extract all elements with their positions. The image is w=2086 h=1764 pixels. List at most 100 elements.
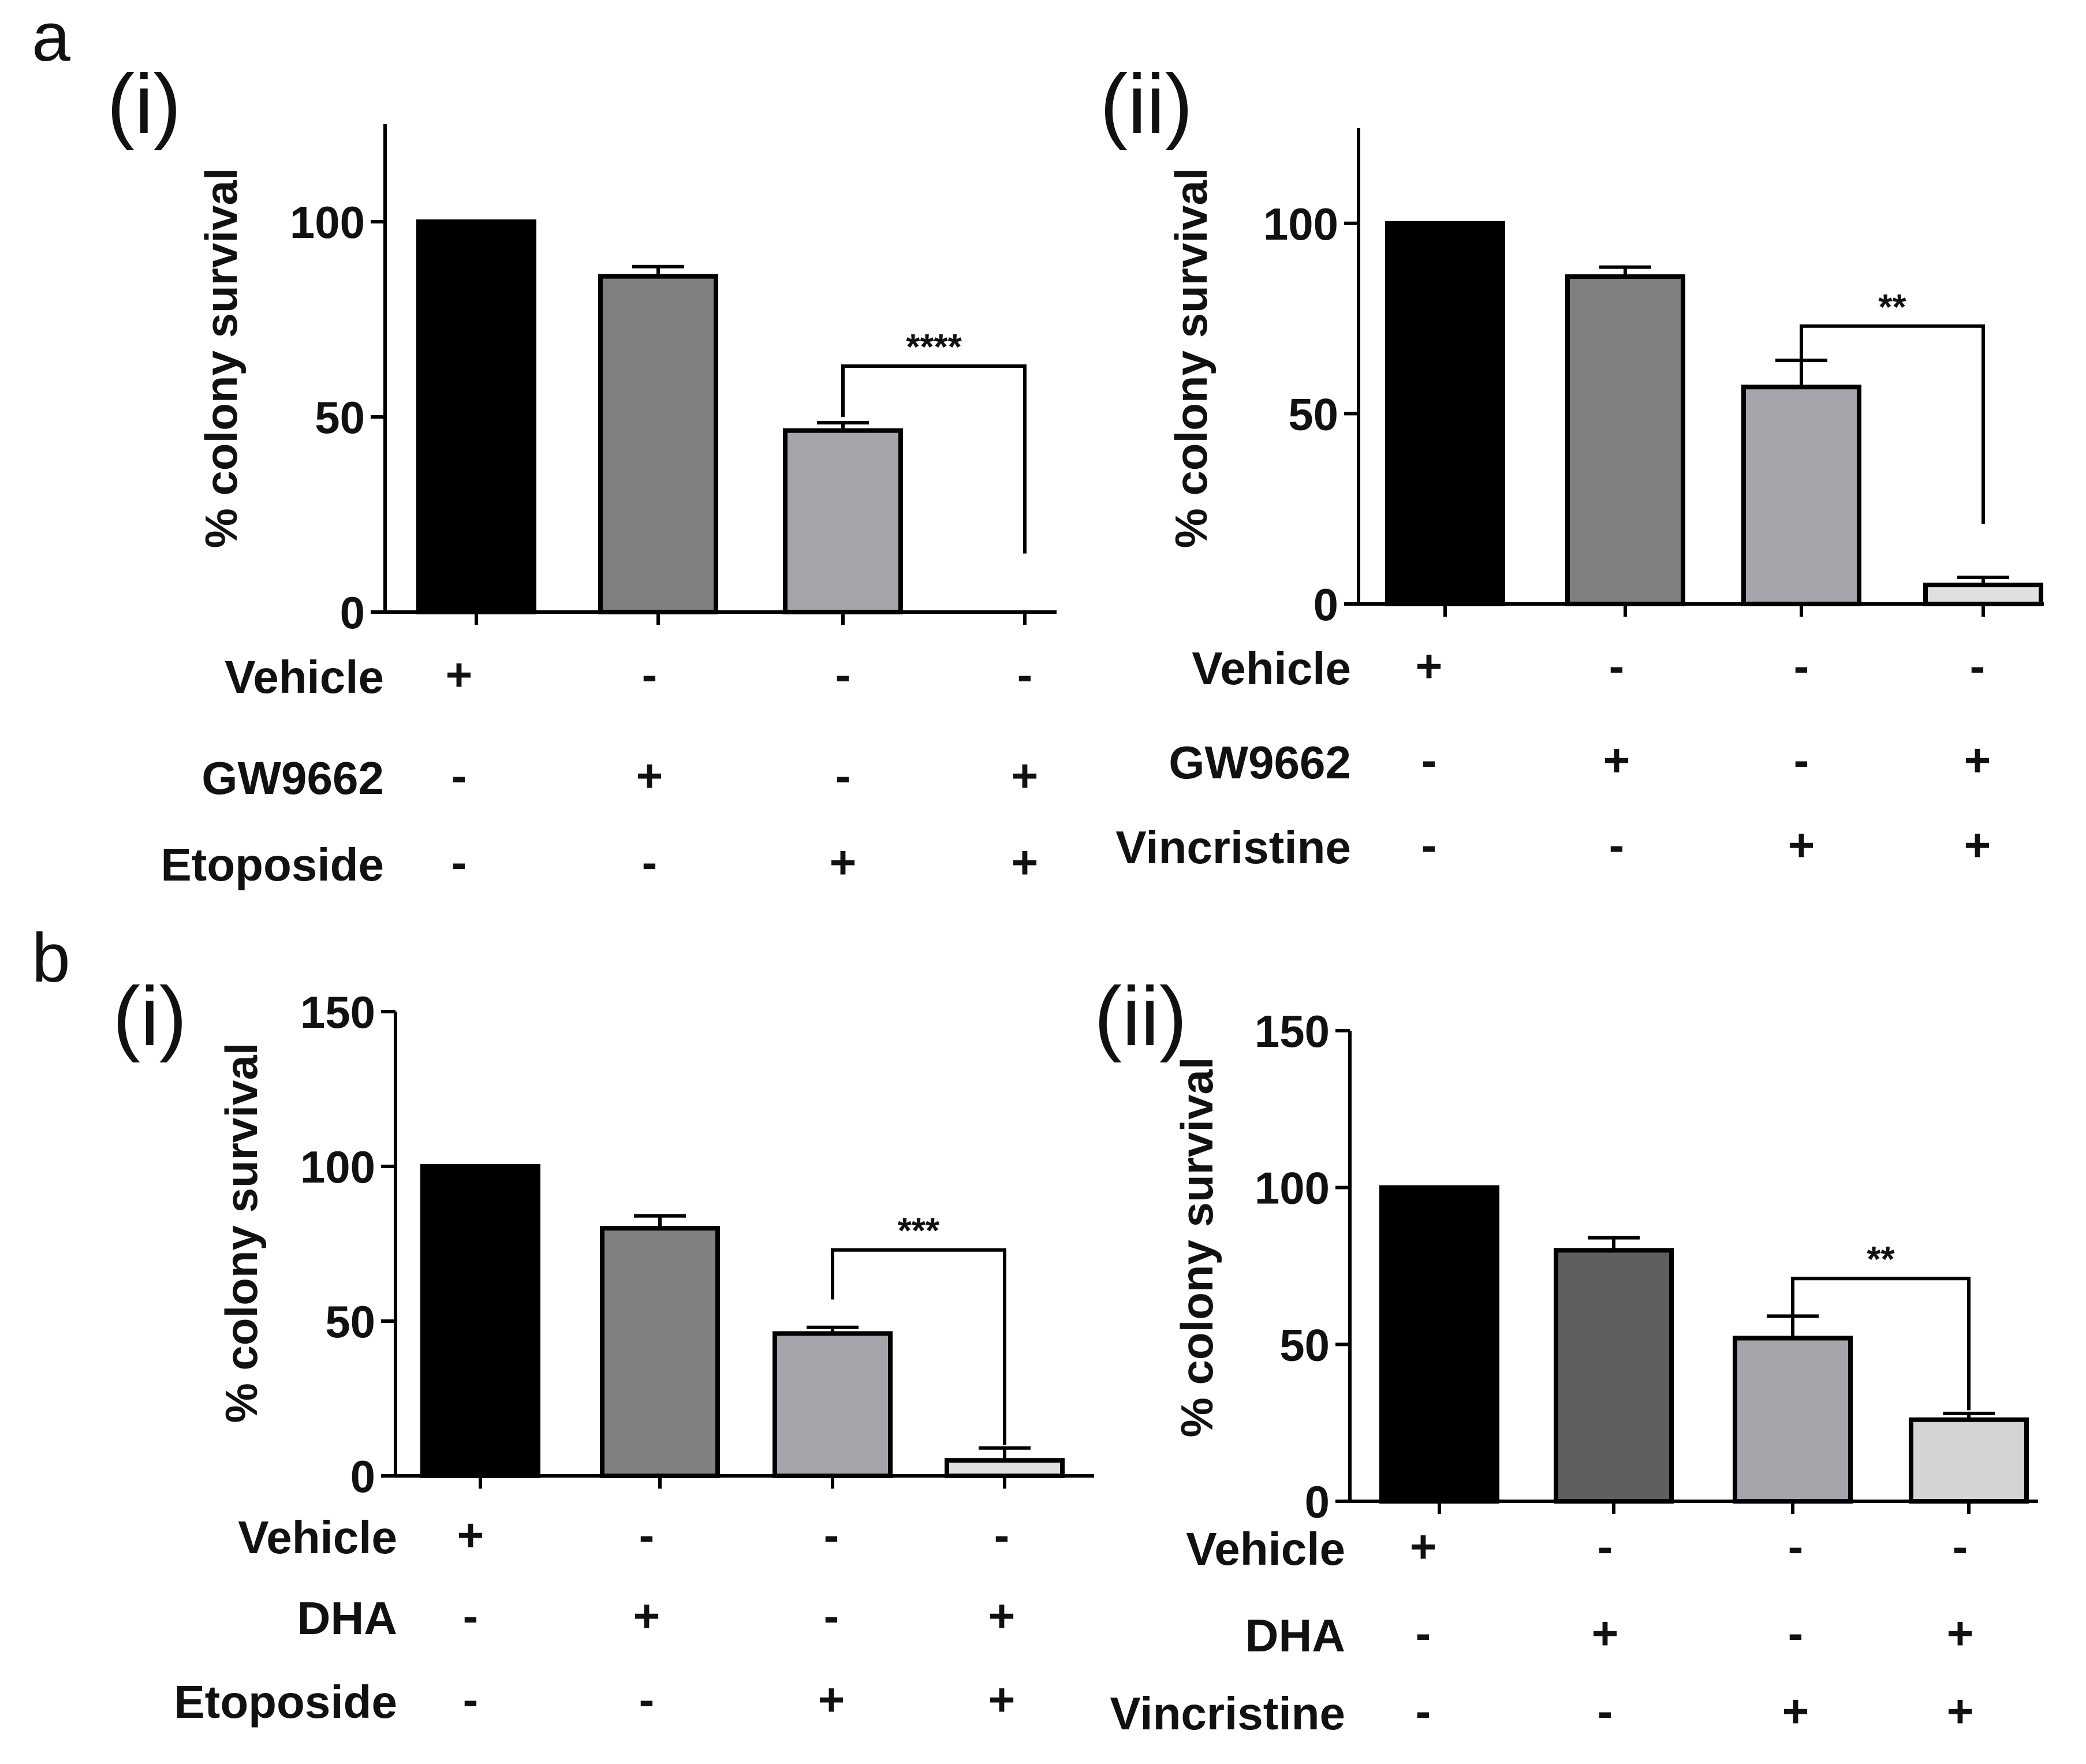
treatment-sign: - xyxy=(1421,734,1437,786)
treatment-sign: - xyxy=(1421,819,1437,871)
bar xyxy=(773,1331,893,1478)
treatment-sign: - xyxy=(451,750,467,801)
treatment-sign: - xyxy=(1794,734,1809,786)
treatment-label: GW9662 xyxy=(201,752,384,804)
treatment-sign: - xyxy=(835,649,851,700)
treatment-sign: + xyxy=(1603,734,1630,786)
bar xyxy=(1385,221,1505,606)
treatment-sign: - xyxy=(1788,1608,1804,1659)
y-tick-label: 50 xyxy=(1279,1319,1330,1370)
y-tick-label: 50 xyxy=(1288,389,1338,439)
treatment-sign: - xyxy=(1609,640,1625,692)
treatment-sign: - xyxy=(642,649,658,700)
bar xyxy=(420,1164,540,1478)
bar xyxy=(416,219,536,614)
treatment-sign: - xyxy=(835,750,851,801)
treatment-sign: + xyxy=(457,1509,484,1561)
treatment-sign: + xyxy=(988,1590,1016,1642)
treatment-label: DHA xyxy=(297,1593,397,1644)
y-tick-label: 0 xyxy=(1313,579,1338,630)
treatment-sign: - xyxy=(639,1509,655,1561)
treatment-sign: + xyxy=(818,1674,845,1725)
treatment-label: Vehicle xyxy=(1192,643,1351,694)
bar xyxy=(783,428,903,614)
y-tick-label: 50 xyxy=(315,392,365,443)
treatment-sign: + xyxy=(633,1590,660,1642)
treatment-label: Vehicle xyxy=(238,1512,397,1563)
bar xyxy=(600,1226,720,1478)
bar xyxy=(1923,583,2043,606)
treatment-label: Vincristine xyxy=(1115,822,1351,873)
treatment-sign: - xyxy=(1953,1521,1968,1572)
treatment-label: DHA xyxy=(1245,1610,1345,1661)
y-tick-label: 100 xyxy=(1255,1163,1330,1214)
bar xyxy=(1733,1336,1853,1504)
treatment-sign: + xyxy=(1012,837,1039,888)
treatment-sign: - xyxy=(639,1674,655,1725)
bar xyxy=(1554,1248,1674,1504)
treatment-sign: + xyxy=(1592,1608,1619,1659)
y-tick-label: 0 xyxy=(340,587,365,638)
y-tick-label: 100 xyxy=(1263,199,1338,249)
treatment-sign: - xyxy=(1017,649,1033,700)
treatment-sign: - xyxy=(824,1590,839,1642)
bar xyxy=(1379,1185,1499,1504)
treatment-sign: - xyxy=(1794,640,1809,692)
treatment-sign: - xyxy=(1788,1521,1804,1572)
treatment-sign: + xyxy=(830,837,857,888)
significance-label: ** xyxy=(1878,288,1906,327)
treatment-sign: - xyxy=(824,1509,839,1561)
treatment-label: Etoposide xyxy=(174,1676,397,1728)
treatment-sign: - xyxy=(1416,1685,1431,1737)
treatment-sign: + xyxy=(1964,819,1991,871)
bar xyxy=(1565,274,1685,606)
treatment-sign: - xyxy=(1598,1521,1613,1572)
treatment-label: Vehicle xyxy=(1186,1523,1345,1575)
subpanel-label: (ii) xyxy=(1094,969,1187,1063)
bar xyxy=(945,1458,1065,1478)
treatment-sign: - xyxy=(463,1674,479,1725)
bar xyxy=(1741,385,1861,606)
treatment-sign: - xyxy=(1609,819,1625,871)
treatment-sign: - xyxy=(451,837,467,888)
treatment-sign: + xyxy=(1788,819,1815,871)
subpanel-label: (ii) xyxy=(1100,57,1193,151)
treatment-label: GW9662 xyxy=(1169,737,1351,788)
y-tick-label: 150 xyxy=(1255,1006,1330,1057)
treatment-sign: + xyxy=(636,750,663,801)
chart-b-i: (i) % colony survival 0 50 100 150 *** Vehicle +… xyxy=(113,969,1094,1728)
significance-bracket xyxy=(831,1248,1006,1445)
treatment-sign: - xyxy=(1416,1608,1431,1659)
treatment-label: Vincristine xyxy=(1110,1688,1345,1739)
significance-label: *** xyxy=(898,1211,940,1251)
subpanel-label: (i) xyxy=(113,969,187,1063)
treatment-sign: + xyxy=(988,1674,1016,1725)
y-tick-label: 100 xyxy=(290,197,365,248)
significance-label: **** xyxy=(906,327,962,367)
significance-bracket xyxy=(841,364,1027,554)
y-axis-label: % colony survival xyxy=(1171,1057,1222,1438)
treatment-sign: - xyxy=(642,837,658,888)
chart-a-i: (i) % colony survival 0 50 100 **** Vehicle + - -… xyxy=(107,57,1057,890)
y-tick-label: 50 xyxy=(325,1296,375,1347)
treatment-sign: - xyxy=(463,1590,479,1642)
treatment-label: Vehicle xyxy=(225,651,384,703)
treatment-label: Etoposide xyxy=(161,839,384,890)
y-axis-label: % colony survival xyxy=(216,1043,267,1423)
y-tick-label: 100 xyxy=(300,1142,375,1192)
treatment-sign: + xyxy=(1416,640,1443,692)
chart-b-ii: (ii)% colony survival 0 50 100 150 ** Vehicle +… xyxy=(1094,969,2038,1739)
significance-bracket xyxy=(1791,1277,1971,1411)
y-tick-label: 0 xyxy=(1305,1476,1330,1527)
bar xyxy=(1909,1417,2029,1504)
significance-bracket xyxy=(1800,324,1985,524)
treatment-sign: + xyxy=(1782,1685,1809,1737)
treatment-sign: + xyxy=(1947,1608,1974,1659)
significance-label: ** xyxy=(1867,1240,1895,1280)
treatment-sign: + xyxy=(1964,734,1991,786)
chart-a-ii: (ii) % colony survival 0 50 100 ** Vehicle + - - -… xyxy=(1100,57,2044,873)
panel-letter-a: a xyxy=(32,0,70,76)
treatment-sign: + xyxy=(1947,1685,1974,1737)
treatment-sign: - xyxy=(994,1509,1010,1561)
